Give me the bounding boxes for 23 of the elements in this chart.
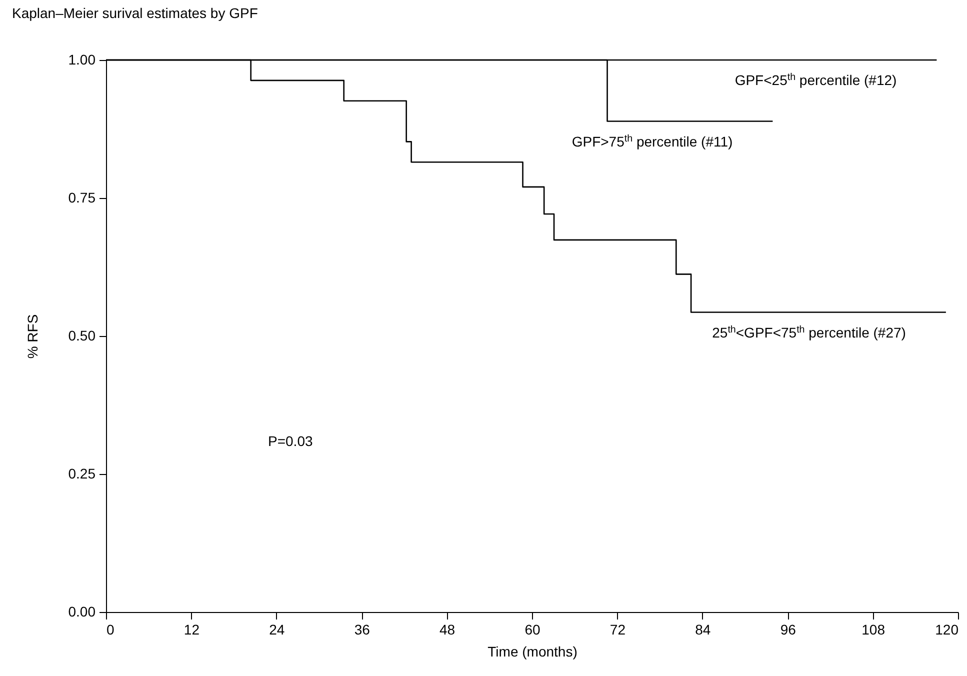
y-tick-label: 1.00 xyxy=(68,52,96,68)
x-tick-label: 60 xyxy=(524,622,540,638)
x-tick-label: 72 xyxy=(610,622,626,638)
series-label: GPF>75$^{th}$ percentile (#11) xyxy=(572,132,733,150)
annotation: P=0.03 xyxy=(268,433,313,449)
x-tick-label: 120 xyxy=(935,622,959,638)
x-tick-label: 12 xyxy=(184,622,200,638)
y-tick-label: 0.50 xyxy=(68,328,96,344)
x-tick-label: 24 xyxy=(269,622,285,638)
x-tick-label: 0 xyxy=(106,622,114,638)
y-tick-label: 0.25 xyxy=(68,466,96,482)
y-tick-label: 0.00 xyxy=(68,604,96,620)
x-tick-label: 108 xyxy=(862,622,886,638)
x-axis-title: Time (months) xyxy=(488,644,578,660)
series-label: 25$^{th}$<GPF<75$^{th}$ percentile (#27) xyxy=(712,324,906,340)
y-axis-title: % RFS xyxy=(24,314,40,359)
x-tick-label: 84 xyxy=(695,622,711,638)
x-tick-label: 36 xyxy=(354,622,370,638)
x-tick-label: 48 xyxy=(440,622,456,638)
y-tick-label: 0.75 xyxy=(68,190,96,206)
chart-title: Kaplan–Meier surival estimates by GPF xyxy=(12,5,258,21)
x-tick-label: 96 xyxy=(780,622,796,638)
series-label: GPF<25$^{th}$ percentile (#12) xyxy=(734,72,897,88)
